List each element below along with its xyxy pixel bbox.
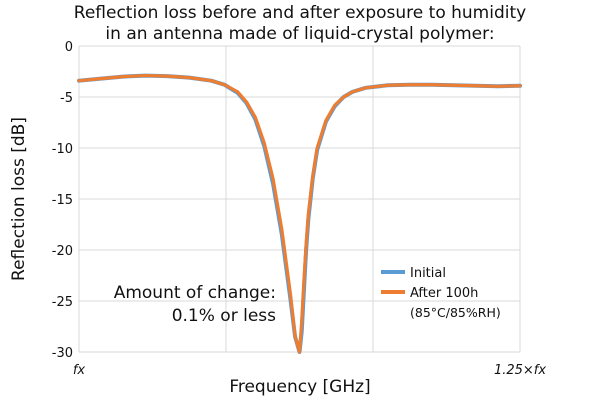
- x-axis-title: Frequency [GHz]: [229, 377, 370, 397]
- y-tick-label: -30: [52, 346, 73, 361]
- y-tick-label: -25: [52, 295, 73, 310]
- chart-title-line-2: in an antenna made of liquid-crystal pol…: [105, 24, 494, 44]
- y-tick-label: -15: [52, 193, 73, 208]
- legend-label-after-100h: After 100h: [410, 286, 478, 301]
- change-annotation-line-1: Amount of change:: [114, 283, 276, 303]
- legend-label-initial: Initial: [410, 266, 446, 281]
- series-lines: [77, 73, 522, 354]
- grid: [78, 45, 521, 353]
- y-tick-label: -20: [52, 244, 73, 259]
- x-tick-label-end: 1.25×fx: [494, 363, 546, 378]
- y-tick-label: 0: [65, 40, 73, 55]
- y-axis-title: Reflection loss [dB]: [9, 117, 29, 281]
- x-tick-label-start: fx: [73, 363, 86, 378]
- legend-condition-note: (85°C/85%RH): [410, 305, 501, 320]
- y-tick-label: -10: [52, 142, 73, 157]
- y-axis-ticks: 0 -5 -10 -15 -20 -25 -30: [52, 40, 73, 361]
- series-line-after-100h: [77, 73, 522, 354]
- change-annotation-line-2: 0.1% or less: [172, 306, 276, 326]
- chart-title-line-1: Reflection loss before and after exposur…: [74, 3, 526, 23]
- legend: Initial After 100h (85°C/85%RH): [381, 266, 501, 320]
- y-tick-label: -5: [60, 91, 73, 106]
